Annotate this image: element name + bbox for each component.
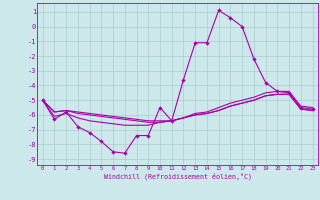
X-axis label: Windchill (Refroidissement éolien,°C): Windchill (Refroidissement éolien,°C) (104, 172, 252, 180)
